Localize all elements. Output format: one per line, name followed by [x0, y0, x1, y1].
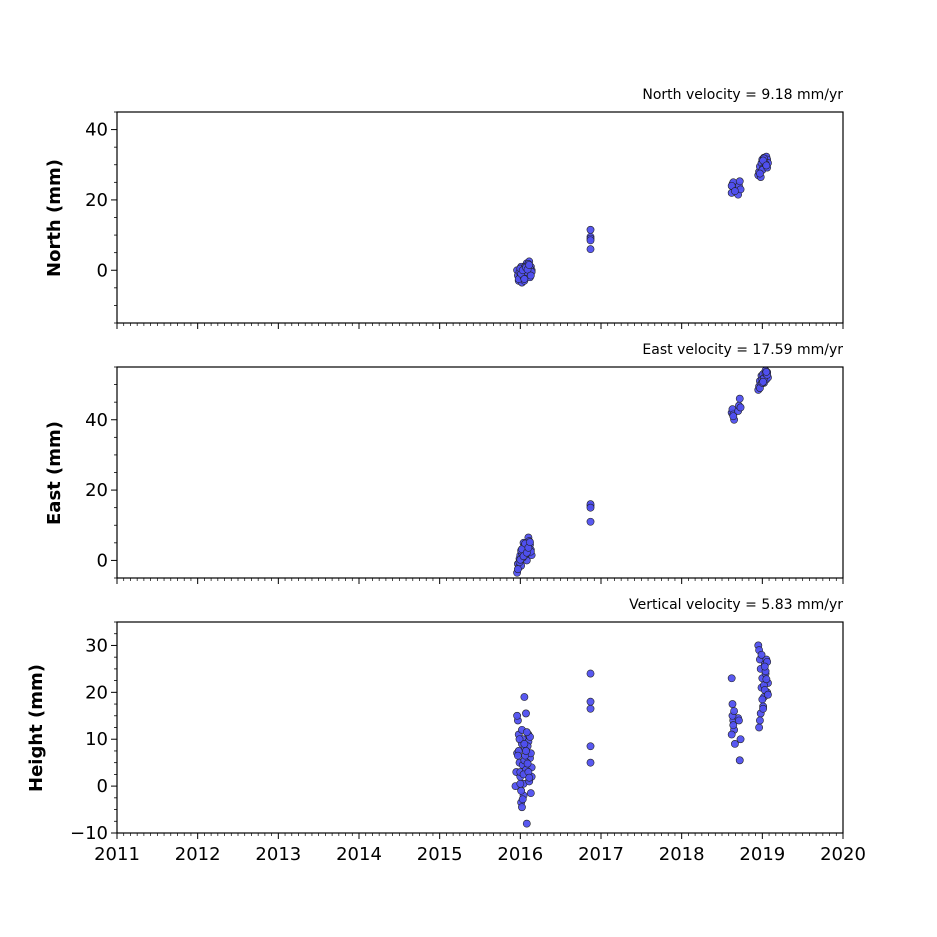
height-x-tick-label: 2017	[578, 844, 624, 865]
height-y-ticks: −10 0 10 20 30	[70, 621, 117, 844]
east-data-point	[736, 403, 745, 412]
east-y-tick-label: 0	[97, 550, 108, 571]
height-data-point	[522, 747, 530, 755]
north-data-point	[586, 225, 595, 234]
north-panel: North velocity = 9.18 mm/yr 0 20 40 North …	[44, 87, 844, 329]
height-data-point	[516, 779, 525, 788]
height-data-point	[759, 704, 768, 713]
north-y-tick-label: 0	[97, 260, 108, 281]
height-data-point	[518, 795, 527, 804]
east-panel: East velocity = 17.59 mm/yr 0 20 40 East (…	[44, 342, 844, 584]
north-data-point	[762, 161, 771, 170]
east-y-tick-label: 20	[85, 480, 108, 501]
height-y-axis-label: Height (mm)	[26, 664, 47, 792]
north-data-point	[586, 245, 595, 254]
north-y-axis-label: North (mm)	[44, 159, 65, 277]
north-panel-title: North velocity = 9.18 mm/yr	[642, 87, 843, 103]
height-x-tick-label: 2020	[820, 844, 866, 865]
height-x-tick-label: 2013	[255, 844, 301, 865]
north-marks	[513, 152, 772, 287]
north-data-point	[586, 236, 595, 245]
height-data-point	[523, 759, 532, 768]
height-data-point	[758, 695, 767, 704]
east-y-axis-label: East (mm)	[44, 421, 65, 525]
east-data-point	[586, 517, 595, 526]
height-data-point	[522, 709, 530, 718]
height-data-point	[586, 697, 595, 706]
height-data-point	[522, 819, 531, 828]
height-marks	[511, 641, 772, 828]
height-data-point	[586, 669, 595, 678]
height-data-point	[762, 675, 771, 684]
height-data-point	[586, 742, 595, 751]
east-plot-frame	[116, 366, 844, 579]
height-data-point	[731, 740, 739, 748]
north-y-tick-label: 40	[85, 120, 108, 141]
east-marks	[513, 366, 772, 577]
height-data-point	[764, 690, 772, 699]
height-data-point	[760, 662, 769, 671]
height-panel: Vertical velocity = 5.83 mm/yr −10 0 10 20 3…	[26, 597, 866, 865]
height-x-tick-label: 2019	[739, 844, 785, 865]
height-data-point	[515, 735, 524, 744]
height-data-point	[513, 711, 522, 720]
height-data-point	[727, 730, 736, 739]
height-data-point	[735, 716, 743, 725]
east-data-point	[729, 412, 738, 421]
height-data-point	[518, 803, 526, 812]
height-x-tick-label: 2018	[659, 844, 705, 865]
east-data-point	[759, 377, 768, 386]
height-data-point	[517, 786, 526, 795]
north-data-point	[735, 177, 744, 186]
height-data-point	[730, 707, 738, 715]
height-y-tick-label: 0	[97, 776, 108, 797]
height-data-point	[756, 716, 764, 725]
height-y-tick-label: 10	[85, 729, 108, 750]
height-x-tick-label: 2012	[175, 844, 221, 865]
north-y-ticks: 0 20 40	[85, 111, 117, 324]
east-y-tick-label: 40	[85, 410, 108, 431]
east-data-point	[762, 368, 771, 376]
east-data-point	[514, 565, 522, 574]
north-plot-frame	[116, 111, 844, 324]
height-x-tick-label: 2016	[497, 844, 543, 865]
height-y-tick-label: −10	[70, 823, 108, 844]
north-data-point	[520, 275, 529, 283]
height-x-tick-label: 2014	[336, 844, 382, 865]
height-data-point	[520, 740, 529, 748]
east-data-point	[586, 503, 595, 512]
height-y-tick-label: 30	[85, 635, 108, 656]
height-data-point	[520, 693, 529, 701]
east-y-ticks: 0 20 40	[85, 366, 117, 579]
height-x-ticks: 2011 2012 2013 2014 2015 2016 2017 2018 2019 2020	[94, 833, 866, 865]
north-data-point	[526, 271, 535, 280]
east-data-point	[735, 394, 744, 403]
height-data-point	[729, 721, 738, 730]
height-y-tick-label: 20	[85, 682, 108, 703]
height-panel-title: Vertical velocity = 5.83 mm/yr	[629, 597, 843, 613]
height-plot-frame	[116, 621, 844, 834]
height-data-point	[586, 758, 595, 767]
north-y-tick-label: 20	[85, 190, 108, 211]
height-data-point	[522, 728, 531, 737]
east-data-point	[526, 538, 534, 547]
north-data-point	[756, 169, 764, 178]
north-data-point	[731, 187, 739, 196]
east-panel-title: East velocity = 17.59 mm/yr	[642, 342, 843, 358]
height-x-tick-label: 2011	[94, 844, 140, 865]
height-data-point	[728, 700, 737, 708]
height-data-point	[514, 751, 522, 760]
height-x-tick-label: 2015	[417, 844, 463, 865]
height-data-point	[755, 723, 764, 732]
height-data-point	[525, 773, 534, 782]
north-data-point	[525, 261, 534, 269]
height-data-point	[526, 789, 535, 798]
height-data-point	[735, 756, 744, 765]
height-data-point	[586, 704, 595, 713]
height-data-point	[727, 674, 736, 683]
height-data-point	[736, 735, 745, 744]
height-data-point	[757, 650, 766, 659]
